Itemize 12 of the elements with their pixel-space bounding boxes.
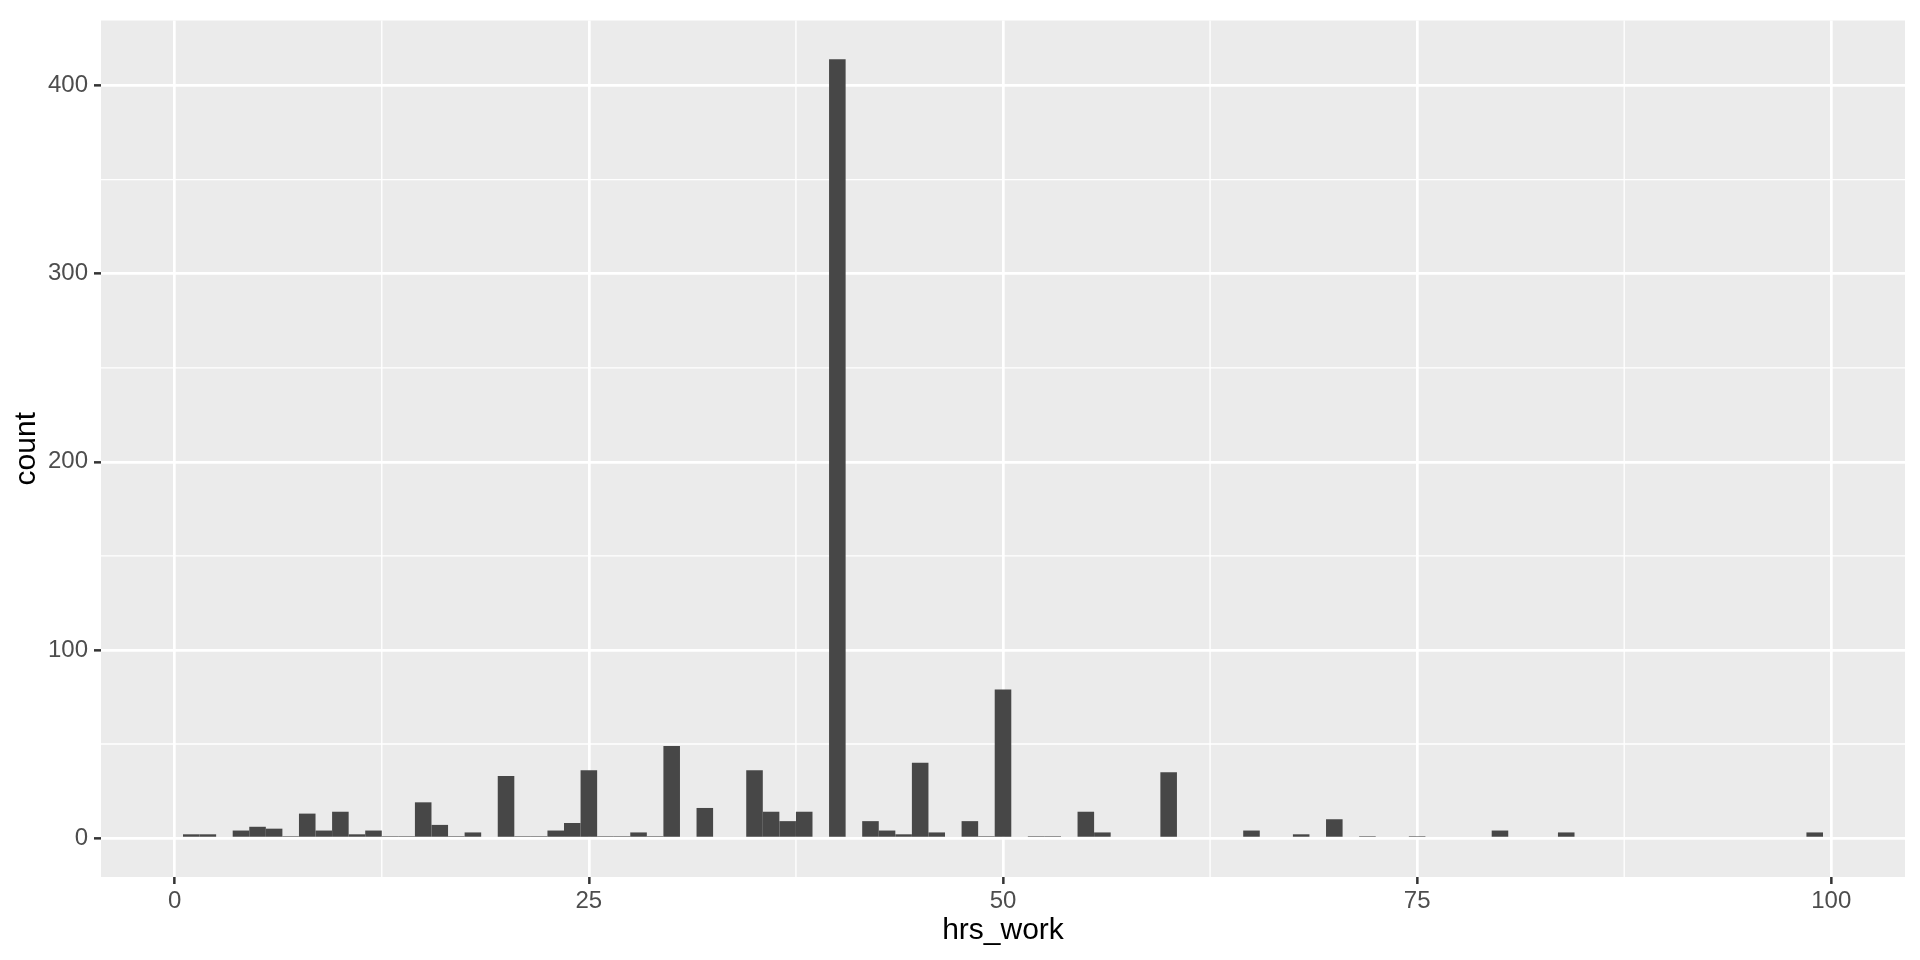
x-tick-label: 75 [1403, 886, 1431, 914]
x-tick-label: 25 [575, 886, 603, 914]
y-tick-label: 0 [74, 822, 88, 850]
y-tick-label: 300 [47, 258, 88, 286]
y-tick-label: 400 [47, 70, 88, 98]
x-tick-label: 0 [168, 886, 182, 914]
y-tick-label: 100 [47, 634, 88, 662]
x-tick-label: 50 [989, 886, 1017, 914]
y-tick-label: 200 [47, 446, 88, 474]
x-tick-label: 100 [1811, 886, 1852, 914]
x-axis-title: hrs_work [942, 912, 1065, 946]
y-axis-title: count [8, 411, 42, 486]
